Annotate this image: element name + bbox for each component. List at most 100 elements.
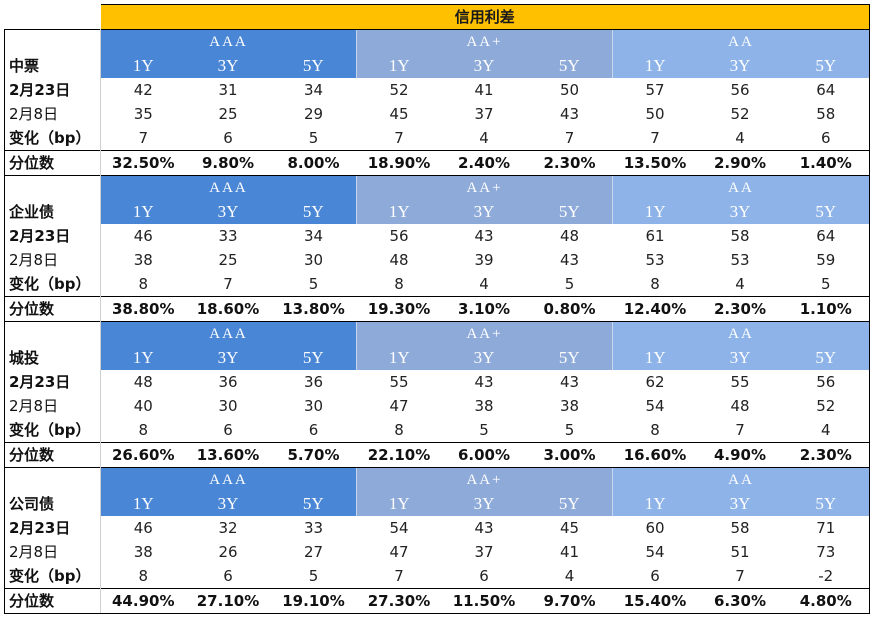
tenor-header-aa-5y: 5Y (782, 200, 870, 224)
cell-pct: 18.60% (185, 296, 271, 322)
tenor-header-aa-plus-5y: 5Y (526, 346, 613, 370)
cell-current: 34 (303, 227, 324, 245)
cell-current: 43 (474, 227, 494, 245)
table-row-pct: 分位数 26.60% 13.60% 5.70% 22.10% 6.00% 3.00% 16.6… (4, 442, 870, 468)
cell-pct: 27.30% (356, 588, 442, 614)
cell-change: 7 (735, 421, 745, 439)
row-label-prev: 2月8日 (4, 102, 101, 126)
grade-header-aa-plus: AA+ (356, 467, 613, 492)
cell-pct: 2.30% (782, 442, 870, 468)
grade-header-aaa: AAA (100, 29, 357, 54)
table-row-current: 2月23日 42 31 34 52 41 50 57 56 64 (4, 78, 870, 102)
cell-pct: 5.70% (270, 442, 357, 468)
grade-header-aa: AA (612, 29, 870, 54)
cell-current: 56 (730, 81, 750, 99)
row-label-pct: 分位数 (4, 588, 101, 614)
cell-pct: 1.40% (782, 150, 870, 176)
cell-current: 46 (133, 519, 153, 537)
cell-current: 61 (645, 227, 665, 245)
tenor-header-aa-plus-5y: 5Y (526, 200, 613, 224)
tenor-header-row: 企业债 1Y 3Y 5Y 1Y 3Y 5Y 1Y 3Y 5Y (4, 200, 870, 224)
cell-pct: 13.80% (270, 296, 357, 322)
cell-prev: 51 (730, 543, 750, 561)
cell-prev: 37 (474, 543, 494, 561)
grade-header-row: AAA AA+ AA (4, 467, 870, 492)
tenor-header-aa-plus-3y: 3Y (441, 346, 527, 370)
cell-current: 43 (474, 519, 494, 537)
cell-pct: 16.60% (612, 442, 698, 468)
row-label-current: 2月23日 (4, 516, 101, 540)
cell-prev: 25 (218, 251, 238, 269)
tenor-header-aa-3y: 3Y (697, 492, 783, 516)
cell-pct: 18.90% (356, 150, 442, 176)
row-label-change: 变化（bp） (4, 418, 101, 443)
cell-pct: 6.00% (441, 442, 527, 468)
cell-pct: 9.80% (185, 150, 271, 176)
cell-prev: 30 (303, 251, 324, 269)
cell-pct: 19.10% (270, 588, 357, 614)
cell-change: 8 (650, 421, 660, 439)
tenor-header-aa-3y: 3Y (697, 200, 783, 224)
cell-prev: 29 (303, 105, 324, 123)
row-label-pct: 分位数 (4, 296, 101, 322)
tenor-header-aa-1y: 1Y (612, 200, 698, 224)
cell-current: 34 (303, 81, 324, 99)
cell-change: 7 (394, 567, 404, 585)
cell-current: 56 (782, 370, 870, 394)
cell-current: 58 (730, 519, 750, 537)
tenor-header-row: 公司债 1Y 3Y 5Y 1Y 3Y 5Y 1Y 3Y 5Y (4, 492, 870, 516)
cell-current: 60 (645, 519, 665, 537)
cell-change: 6 (479, 567, 489, 585)
cell-current: 57 (645, 81, 665, 99)
cell-pct: 2.30% (697, 296, 783, 322)
cell-prev: 58 (782, 102, 870, 126)
cell-prev: 40 (133, 397, 153, 415)
cell-prev: 48 (730, 397, 750, 415)
cell-pct: 8.00% (270, 150, 357, 176)
cell-change: 4 (479, 275, 489, 293)
cell-prev: 54 (645, 543, 665, 561)
cell-prev: 53 (730, 251, 750, 269)
grade-header-row: AAA AA+ AA (4, 321, 870, 346)
row-label-change: 变化（bp） (4, 272, 101, 297)
cell-prev: 52 (730, 105, 750, 123)
cell-change: 6 (650, 567, 660, 585)
cell-pct: 15.40% (612, 588, 698, 614)
section-label-spacer (4, 321, 101, 346)
cell-prev: 26 (218, 543, 238, 561)
cell-pct: 19.30% (356, 296, 442, 322)
row-label-prev: 2月8日 (4, 394, 101, 418)
grade-header-aaa: AAA (100, 175, 357, 200)
cell-pct: 13.50% (612, 150, 698, 176)
tenor-header-aaa-1y: 1Y (100, 492, 186, 516)
cell-current: 64 (782, 224, 870, 248)
tenor-header-aaa-5y: 5Y (270, 200, 357, 224)
cell-change: 4 (735, 129, 745, 147)
row-label-prev: 2月8日 (4, 540, 101, 564)
cell-prev: 39 (474, 251, 494, 269)
cell-prev: 38 (474, 397, 494, 415)
cell-pct: 3.10% (441, 296, 527, 322)
cell-current: 43 (559, 373, 580, 391)
cell-change: 8 (650, 275, 660, 293)
cell-current: 31 (218, 81, 238, 99)
tenor-header-aaa-3y: 3Y (185, 200, 271, 224)
grade-header-aa: AA (612, 321, 870, 346)
grade-header-row: AAA AA+ AA (4, 29, 870, 54)
cell-pct: 12.40% (612, 296, 698, 322)
table-row-prev: 2月8日 35 25 29 45 37 43 50 52 58 (4, 102, 870, 126)
cell-pct: 38.80% (100, 296, 186, 322)
cell-change: 8 (138, 567, 149, 585)
tenor-header-aaa-3y: 3Y (185, 346, 271, 370)
cell-pct: 9.70% (526, 588, 613, 614)
grade-header-aa-plus: AA+ (356, 29, 613, 54)
row-label-prev: 2月8日 (4, 248, 101, 272)
tenor-header-aa-1y: 1Y (612, 346, 698, 370)
section-name: 城投 (4, 346, 101, 370)
cell-change: 6 (782, 126, 870, 151)
tenor-header-aa-plus-1y: 1Y (356, 492, 442, 516)
tenor-header-aa-5y: 5Y (782, 346, 870, 370)
tenor-header-row: 中票 1Y 3Y 5Y 1Y 3Y 5Y 1Y 3Y 5Y (4, 54, 870, 78)
cell-prev: 35 (133, 105, 153, 123)
cell-current: 64 (782, 78, 870, 102)
